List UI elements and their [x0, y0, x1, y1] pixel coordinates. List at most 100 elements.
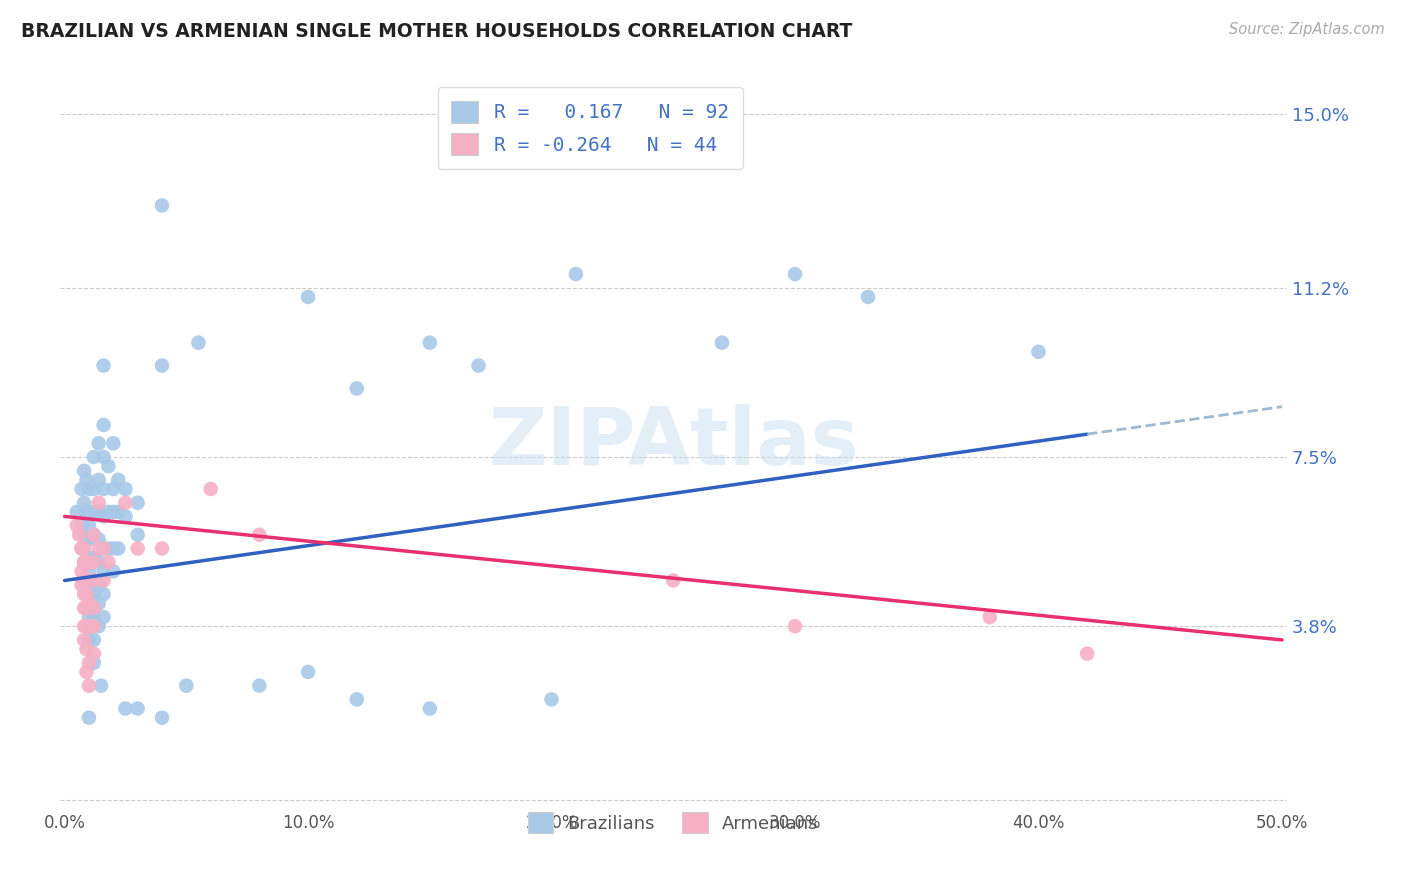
Point	[66, 518, 89, 533]
Point	[103, 541, 125, 556]
Point	[76, 601, 98, 615]
Point	[783, 267, 806, 281]
Point	[103, 482, 125, 496]
Point	[710, 335, 733, 350]
Point	[77, 533, 100, 547]
Point	[83, 482, 105, 496]
Point	[107, 541, 129, 556]
Point	[97, 459, 120, 474]
Legend: Brazilians, Armenians: Brazilians, Armenians	[517, 802, 830, 844]
Point	[97, 541, 120, 556]
Point	[783, 619, 806, 633]
Point	[127, 541, 149, 556]
Point	[83, 601, 105, 615]
Point	[77, 619, 100, 633]
Point	[176, 679, 198, 693]
Point	[187, 335, 209, 350]
Point	[93, 587, 115, 601]
Point	[107, 473, 129, 487]
Point	[73, 632, 96, 647]
Point	[114, 496, 136, 510]
Point	[70, 541, 93, 556]
Point	[346, 692, 368, 706]
Point	[83, 505, 105, 519]
Point	[93, 417, 115, 432]
Point	[467, 359, 489, 373]
Point	[150, 359, 173, 373]
Point	[77, 482, 100, 496]
Point	[93, 565, 115, 579]
Point	[77, 591, 100, 606]
Point	[150, 711, 173, 725]
Point	[76, 642, 98, 657]
Point	[565, 267, 588, 281]
Point	[76, 505, 98, 519]
Point	[77, 656, 100, 670]
Point	[77, 601, 100, 615]
Point	[67, 527, 90, 541]
Point	[73, 619, 96, 633]
Point	[87, 541, 110, 556]
Point	[93, 610, 115, 624]
Point	[73, 555, 96, 569]
Point	[73, 587, 96, 601]
Point	[77, 574, 100, 588]
Point	[83, 656, 105, 670]
Point	[73, 574, 96, 588]
Point	[73, 496, 96, 510]
Point	[73, 541, 96, 556]
Point	[87, 505, 110, 519]
Point	[83, 587, 105, 601]
Point	[93, 541, 115, 556]
Point	[87, 596, 110, 610]
Point	[83, 555, 105, 569]
Point	[93, 482, 115, 496]
Point	[83, 574, 105, 588]
Point	[77, 619, 100, 633]
Point	[77, 679, 100, 693]
Point	[70, 541, 93, 556]
Point	[127, 496, 149, 510]
Point	[87, 533, 110, 547]
Text: ZIPAtlas: ZIPAtlas	[488, 404, 859, 483]
Point	[114, 482, 136, 496]
Point	[93, 574, 115, 588]
Point	[77, 610, 100, 624]
Point	[83, 574, 105, 588]
Point	[73, 527, 96, 541]
Point	[76, 665, 98, 679]
Point	[297, 665, 319, 679]
Point	[77, 505, 100, 519]
Text: BRAZILIAN VS ARMENIAN SINGLE MOTHER HOUSEHOLDS CORRELATION CHART: BRAZILIAN VS ARMENIAN SINGLE MOTHER HOUS…	[21, 22, 852, 41]
Point	[76, 587, 98, 601]
Point	[70, 565, 93, 579]
Point	[77, 550, 100, 565]
Point	[77, 578, 100, 592]
Point	[150, 198, 173, 212]
Point	[83, 610, 105, 624]
Point	[856, 290, 879, 304]
Point	[93, 541, 115, 556]
Point	[90, 679, 112, 693]
Point	[73, 601, 96, 615]
Point	[83, 450, 105, 464]
Point	[1076, 647, 1098, 661]
Point	[103, 565, 125, 579]
Point	[76, 555, 98, 569]
Point	[83, 527, 105, 541]
Point	[77, 518, 100, 533]
Point	[76, 555, 98, 569]
Point	[83, 550, 105, 565]
Point	[76, 533, 98, 547]
Point	[200, 482, 222, 496]
Point	[77, 632, 100, 647]
Point	[247, 527, 270, 541]
Point	[83, 619, 105, 633]
Point	[66, 505, 89, 519]
Point	[247, 679, 270, 693]
Point	[77, 711, 100, 725]
Point	[87, 436, 110, 450]
Point	[150, 541, 173, 556]
Point	[114, 509, 136, 524]
Point	[127, 701, 149, 715]
